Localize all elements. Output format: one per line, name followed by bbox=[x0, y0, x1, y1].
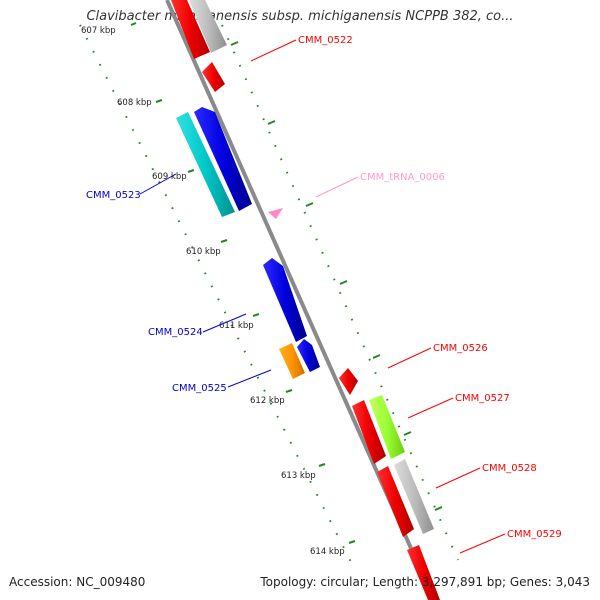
tick-label-609: 609 kbp bbox=[152, 172, 187, 182]
label-CMM_0522[interactable]: CMM_0522 bbox=[250, 35, 353, 62]
gene-feature-blue-large[interactable] bbox=[194, 107, 252, 211]
label-CMM_tRNA_0006[interactable]: CMM_tRNA_0006 bbox=[315, 172, 445, 198]
tick-mark bbox=[348, 540, 356, 544]
label-CMM_0529[interactable]: CMM_0529 bbox=[459, 529, 562, 554]
accession-text: Accession: NC_009480 bbox=[9, 575, 146, 589]
tick-mark bbox=[372, 354, 381, 359]
gene-feature-red-bottom[interactable] bbox=[407, 545, 440, 600]
tick-label-608: 608 kbp bbox=[117, 98, 152, 108]
gene-feature-cyan[interactable] bbox=[176, 112, 235, 217]
gene-label-text: CMM_0524 bbox=[148, 327, 203, 338]
label-CMM_0524[interactable]: CMM_0524 bbox=[148, 313, 247, 338]
tick-611: 611 kbp bbox=[219, 313, 381, 359]
tick-mark bbox=[285, 389, 293, 393]
leader-line bbox=[435, 467, 481, 489]
label-CMM_0525[interactable]: CMM_0525 bbox=[172, 369, 272, 394]
leader-line bbox=[250, 39, 297, 62]
gene-label-text: CMM_0522 bbox=[298, 35, 353, 46]
gene-feature-red-small[interactable] bbox=[202, 62, 225, 92]
tick-612: 612 kbp bbox=[250, 389, 412, 436]
gene-label-text: CMM_0527 bbox=[455, 393, 510, 404]
label-CMM_0523[interactable]: CMM_0523 bbox=[86, 173, 177, 201]
gene-label-text: CMM_0528 bbox=[482, 463, 537, 474]
tick-label-610: 610 kbp bbox=[186, 247, 221, 257]
leader-line bbox=[315, 176, 359, 198]
genome-summary-text: Topology: circular; Length: 3,297,891 bp… bbox=[260, 575, 590, 589]
label-CMM_0526[interactable]: CMM_0526 bbox=[387, 343, 488, 369]
label-CMM_0527[interactable]: CMM_0527 bbox=[407, 393, 510, 419]
tick-mark bbox=[220, 239, 228, 243]
gene-feature-gray-top[interactable] bbox=[189, 0, 227, 53]
label-CMM_0528[interactable]: CMM_0528 bbox=[435, 463, 537, 489]
gene-feature-blue-mid[interactable] bbox=[263, 258, 307, 342]
tick-613: 613 kbp bbox=[281, 463, 443, 511]
leader-line bbox=[227, 369, 272, 388]
scale-ring bbox=[79, 24, 459, 571]
gene-feature-red-lower-b[interactable] bbox=[377, 466, 414, 537]
gene-feature-blue-small[interactable] bbox=[297, 339, 320, 372]
leader-line bbox=[202, 313, 247, 333]
ticks: 607 kbp 608 kbp 609 kbp 610 kbp 611 kbp … bbox=[81, 22, 443, 557]
tick-mark bbox=[155, 99, 163, 103]
gene-labels: CMM_0522 CMM_tRNA_0006 CMM_0523 CMM_0524… bbox=[86, 35, 562, 554]
gene-label-text: CMM_0529 bbox=[507, 529, 562, 540]
tick-609: 609 kbp bbox=[152, 169, 314, 207]
gene-label-text: CMM_0523 bbox=[86, 190, 141, 201]
leader-line bbox=[459, 533, 506, 554]
gene-feature-red-top[interactable] bbox=[171, 0, 210, 59]
leader-line bbox=[139, 173, 177, 195]
tick-mark bbox=[252, 313, 260, 317]
tick-label-607: 607 kbp bbox=[81, 26, 116, 36]
tick-mark bbox=[230, 41, 239, 46]
tick-label-613: 613 kbp bbox=[281, 471, 316, 481]
tick-608: 608 kbp bbox=[117, 98, 276, 125]
tick-607: 607 kbp bbox=[81, 22, 239, 46]
gene-feature-red-lower-a[interactable] bbox=[352, 400, 386, 464]
tick-mark bbox=[267, 120, 276, 125]
gene-feature-lime[interactable] bbox=[369, 395, 405, 459]
leader-line bbox=[387, 347, 432, 369]
tick-label-611: 611 kbp bbox=[219, 321, 254, 331]
tick-mark bbox=[130, 22, 137, 26]
outer-scale-line bbox=[221, 24, 459, 561]
gene-label-text: CMM_tRNA_0006 bbox=[360, 172, 445, 183]
gene-feature-gray-lower[interactable] bbox=[394, 459, 434, 534]
tick-mark bbox=[339, 280, 348, 285]
trna-marker[interactable] bbox=[268, 208, 283, 219]
gene-label-text: CMM_0526 bbox=[433, 343, 488, 354]
features bbox=[171, 0, 440, 600]
gene-feature-orange[interactable] bbox=[279, 343, 305, 379]
tick-label-612: 612 kbp bbox=[250, 396, 285, 406]
tick-610: 610 kbp bbox=[186, 239, 348, 285]
tick-mark bbox=[403, 431, 412, 436]
tick-mark bbox=[434, 506, 443, 511]
tick-614: 614 kbp bbox=[310, 540, 356, 557]
tick-mark bbox=[187, 169, 195, 173]
tick-label-614: 614 kbp bbox=[310, 547, 345, 557]
tick-mark bbox=[318, 463, 326, 467]
gene-label-text: CMM_0525 bbox=[172, 383, 227, 394]
leader-line bbox=[407, 397, 454, 419]
tick-mark bbox=[305, 202, 314, 207]
gene-feature-red-526[interactable] bbox=[339, 368, 358, 395]
